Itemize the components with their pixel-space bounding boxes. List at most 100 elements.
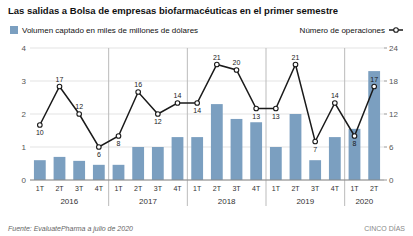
line-marker <box>175 101 180 106</box>
line-marker <box>215 62 220 67</box>
x-axis-line <box>30 180 384 181</box>
data-label: 17 <box>56 76 64 83</box>
bar <box>113 165 125 180</box>
x-tick-label: 2T <box>370 185 379 192</box>
title: Las salidas a Bolsa de empresas biofarma… <box>8 5 338 16</box>
y2-tick-label: 18 <box>389 77 398 86</box>
bar <box>250 122 262 180</box>
bar <box>152 147 164 180</box>
line-marker <box>313 139 318 144</box>
brand: CINCO DÍAS <box>364 224 405 232</box>
line <box>40 65 374 148</box>
y2-tick-label: 6 <box>389 143 394 152</box>
x-tick-label: 3T <box>75 185 84 192</box>
line-marker <box>293 62 298 67</box>
y-tick-label: 1 <box>22 143 27 152</box>
bar <box>329 137 341 180</box>
data-label: 21 <box>292 54 300 61</box>
legend-swatch <box>10 26 18 34</box>
y-tick-label: 3 <box>22 77 27 86</box>
data-label: 13 <box>252 113 260 120</box>
legend-label: Volumen captado en miles de millones de … <box>22 26 198 35</box>
x-tick-label: 2T <box>291 185 300 192</box>
bar <box>270 147 282 180</box>
y2-tick <box>384 81 387 82</box>
y2-tick-label: 12 <box>389 110 398 119</box>
legend-label: Número de operaciones <box>300 26 385 35</box>
y2-tick-label: 24 <box>389 44 398 53</box>
bar <box>211 104 223 180</box>
legend-item: Volumen captado en miles de millones de … <box>10 26 198 35</box>
bar <box>368 71 380 180</box>
data-label: 10 <box>36 129 44 136</box>
bar <box>172 137 184 180</box>
line-marker <box>77 112 82 117</box>
line-marker <box>372 84 377 89</box>
line-marker <box>195 101 200 106</box>
data-label: 21 <box>213 54 221 61</box>
y2-tick <box>384 180 387 181</box>
line-marker <box>156 112 161 117</box>
bar <box>290 114 302 180</box>
grid-line <box>30 180 384 181</box>
line-marker <box>234 68 239 73</box>
year-label: 2018 <box>218 197 236 206</box>
data-label: 6 <box>97 151 101 158</box>
x-tick-label: 3T <box>154 185 163 192</box>
y2-tick <box>384 147 387 148</box>
x-tick-label: 1T <box>272 185 281 192</box>
x-tick-label: 3T <box>311 185 320 192</box>
data-label: 14 <box>193 107 201 114</box>
legend-swatch <box>394 28 399 33</box>
data-label: 14 <box>331 92 339 99</box>
bar <box>132 147 144 180</box>
grid <box>30 48 384 180</box>
data-label: 20 <box>233 59 241 66</box>
group-separator <box>187 48 188 206</box>
line-marker <box>333 101 338 106</box>
data-label: 12 <box>75 103 83 110</box>
data-label: 13 <box>272 113 280 120</box>
source: Fuente: EvaluatePharma a julio de 2020 <box>8 225 133 233</box>
bar <box>231 119 243 180</box>
data-label: 16 <box>134 81 142 88</box>
x-tick-label: 1T <box>193 185 202 192</box>
x-tick-label: 2T <box>55 185 64 192</box>
grid-line <box>30 114 384 115</box>
year-label: 2020 <box>355 197 373 206</box>
chart: Las salidas a Bolsa de empresas biofarma… <box>0 0 413 236</box>
x-tick-label: 1T <box>350 185 359 192</box>
bar <box>349 129 361 180</box>
y-tick-label: 4 <box>22 44 27 53</box>
legend-item: Número de operaciones <box>300 26 403 35</box>
line-marker <box>116 134 121 139</box>
y2-tick-label: 0 <box>389 176 394 185</box>
data-label: 8 <box>117 140 121 147</box>
x-tick-label: 2T <box>213 185 222 192</box>
x-tick-label: 4T <box>331 185 340 192</box>
marks <box>34 62 380 180</box>
line-marker <box>254 106 259 111</box>
data-label: 17 <box>370 76 378 83</box>
line-marker <box>274 106 279 111</box>
y-tick-label: 2 <box>22 110 27 119</box>
line-marker <box>352 134 357 139</box>
x-tick-label: 4T <box>173 185 182 192</box>
x-tick-label: 2T <box>134 185 143 192</box>
x-tick-label: 1T <box>114 185 123 192</box>
data-label: 8 <box>353 140 357 147</box>
bar <box>309 160 321 180</box>
y2-tick <box>384 114 387 115</box>
bar <box>34 160 46 180</box>
year-label: 2017 <box>139 197 157 206</box>
grid-line <box>30 81 384 82</box>
line-marker <box>38 123 43 128</box>
group-separator <box>344 48 345 206</box>
line-marker <box>97 145 102 150</box>
x-tick-label: 4T <box>252 185 261 192</box>
data-label: 14 <box>174 92 182 99</box>
y2-tick <box>384 48 387 49</box>
line-marker <box>136 90 141 95</box>
data-label: 12 <box>154 118 162 125</box>
data-labels: 10171268161214142120131321714817 <box>36 54 378 159</box>
